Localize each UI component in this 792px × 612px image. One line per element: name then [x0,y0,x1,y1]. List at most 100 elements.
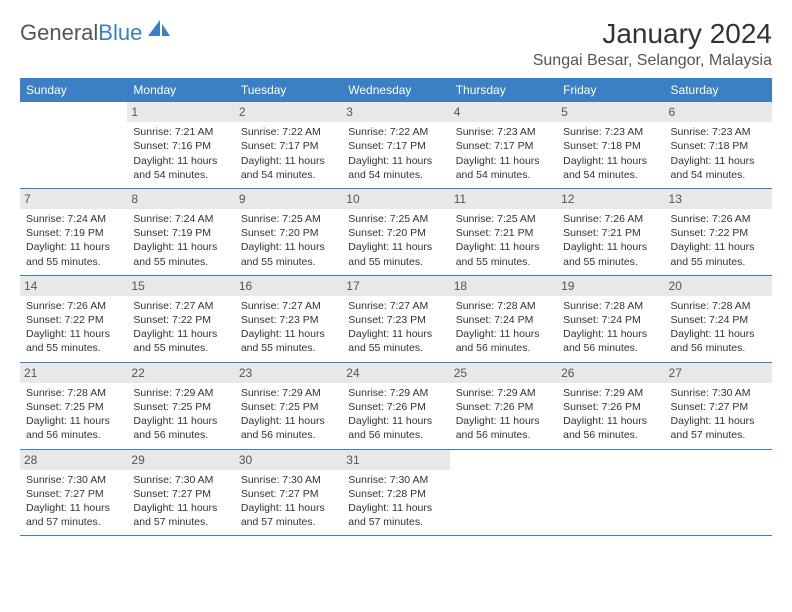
day-number: 26 [557,363,664,383]
sunrise-line: Sunrise: 7:30 AM [26,473,121,487]
calendar-row: 14Sunrise: 7:26 AMSunset: 7:22 PMDayligh… [20,275,772,362]
logo-text-blue: Blue [98,20,142,46]
sunset-line: Sunset: 7:17 PM [348,139,443,153]
day-cell: 7 Sunrise: 7:24 AMSunset: 7:19 PMDaylight… [20,188,127,275]
day-cell: 5Sunrise: 7:23 AMSunset: 7:18 PMDaylight… [557,102,664,188]
sunset-line: Sunset: 7:19 PM [133,226,228,240]
sunrise-line: Sunrise: 7:29 AM [241,386,336,400]
day-cell: 24Sunrise: 7:29 AMSunset: 7:26 PMDayligh… [342,362,449,449]
day-cell: 13Sunrise: 7:26 AMSunset: 7:22 PMDayligh… [665,188,772,275]
day-number: 19 [557,276,664,296]
sunset-line: Sunset: 7:22 PM [133,313,228,327]
daylight-line: Daylight: 11 hours and 56 minutes. [26,414,121,442]
empty-cell [665,449,772,536]
sunrise-line: Sunrise: 7:25 AM [456,212,551,226]
day-cell: 14Sunrise: 7:26 AMSunset: 7:22 PMDayligh… [20,275,127,362]
daylight-line: Daylight: 11 hours and 55 minutes. [348,327,443,355]
day-number: 20 [665,276,772,296]
daylight-line: Daylight: 11 hours and 55 minutes. [241,327,336,355]
sunrise-line: Sunrise: 7:30 AM [241,473,336,487]
day-number: 28 [20,450,127,470]
daylight-line: Daylight: 11 hours and 55 minutes. [133,327,228,355]
calendar-row: 28Sunrise: 7:30 AMSunset: 7:27 PMDayligh… [20,449,772,536]
location: Sungai Besar, Selangor, Malaysia [533,52,772,70]
sunset-line: Sunset: 7:19 PM [26,226,121,240]
daylight-line: Daylight: 11 hours and 55 minutes. [26,240,121,268]
day-number: 1 [127,102,234,122]
sunset-line: Sunset: 7:24 PM [563,313,658,327]
sunrise-line: Sunrise: 7:22 AM [348,125,443,139]
day-cell: 10Sunrise: 7:25 AMSunset: 7:20 PMDayligh… [342,188,449,275]
weekday-header: Friday [557,78,664,102]
day-cell: 11Sunrise: 7:25 AMSunset: 7:21 PMDayligh… [450,188,557,275]
daylight-line: Daylight: 11 hours and 55 minutes. [563,240,658,268]
day-number: 6 [665,102,772,122]
day-cell: 31Sunrise: 7:30 AMSunset: 7:28 PMDayligh… [342,449,449,536]
day-number: 30 [235,450,342,470]
sunset-line: Sunset: 7:25 PM [133,400,228,414]
sunrise-line: Sunrise: 7:28 AM [26,386,121,400]
day-cell: 1Sunrise: 7:21 AMSunset: 7:16 PMDaylight… [127,102,234,188]
weekday-header: Saturday [665,78,772,102]
day-cell: 2Sunrise: 7:22 AMSunset: 7:17 PMDaylight… [235,102,342,188]
daylight-line: Daylight: 11 hours and 54 minutes. [348,154,443,182]
day-number: 7 [20,189,127,209]
month-title: January 2024 [533,18,772,50]
sunset-line: Sunset: 7:21 PM [563,226,658,240]
daylight-line: Daylight: 11 hours and 54 minutes. [456,154,551,182]
sunrise-line: Sunrise: 7:29 AM [456,386,551,400]
day-cell: 22Sunrise: 7:29 AMSunset: 7:25 PMDayligh… [127,362,234,449]
sunset-line: Sunset: 7:27 PM [241,487,336,501]
daylight-line: Daylight: 11 hours and 56 minutes. [241,414,336,442]
logo: GeneralBlue [20,18,172,48]
calendar-row: 7Sunrise: 7:24 AMSunset: 7:19 PMDaylight… [20,188,772,275]
day-cell: 21Sunrise: 7:28 AMSunset: 7:25 PMDayligh… [20,362,127,449]
daylight-line: Daylight: 11 hours and 54 minutes. [133,154,228,182]
day-number: 4 [450,102,557,122]
daylight-line: Daylight: 11 hours and 57 minutes. [241,501,336,529]
sunset-line: Sunset: 7:20 PM [348,226,443,240]
daylight-line: Daylight: 11 hours and 56 minutes. [563,414,658,442]
daylight-line: Daylight: 11 hours and 56 minutes. [133,414,228,442]
day-number: 24 [342,363,449,383]
sunrise-line: Sunrise: 7:24 AM [26,212,121,226]
sunset-line: Sunset: 7:17 PM [241,139,336,153]
day-number: 15 [127,276,234,296]
day-cell: 18Sunrise: 7:28 AMSunset: 7:24 PMDayligh… [450,275,557,362]
day-cell: 30 Sunrise: 7:30 AMSunset: 7:27 PMDayligh… [235,449,342,536]
day-cell: 28Sunrise: 7:30 AMSunset: 7:27 PMDayligh… [20,449,127,536]
sunrise-line: Sunrise: 7:30 AM [133,473,228,487]
sunrise-line: Sunrise: 7:23 AM [563,125,658,139]
logo-text-general: General [20,20,98,46]
weekday-header: Tuesday [235,78,342,102]
sunrise-line: Sunrise: 7:23 AM [456,125,551,139]
sunset-line: Sunset: 7:18 PM [563,139,658,153]
calendar-body: 1Sunrise: 7:21 AMSunset: 7:16 PMDaylight… [20,102,772,536]
day-cell: 20Sunrise: 7:28 AMSunset: 7:24 PMDayligh… [665,275,772,362]
day-cell: 19Sunrise: 7:28 AMSunset: 7:24 PMDayligh… [557,275,664,362]
header: GeneralBlue January 2024 Sungai Besar, S… [20,18,772,70]
daylight-line: Daylight: 11 hours and 57 minutes. [133,501,228,529]
day-number: 22 [127,363,234,383]
day-cell: 23Sunrise: 7:29 AMSunset: 7:25 PMDayligh… [235,362,342,449]
sunrise-line: Sunrise: 7:26 AM [671,212,766,226]
day-number: 11 [450,189,557,209]
sunrise-line: Sunrise: 7:28 AM [563,299,658,313]
empty-cell [557,449,664,536]
sunset-line: Sunset: 7:16 PM [133,139,228,153]
title-block: January 2024 Sungai Besar, Selangor, Mal… [533,18,772,70]
weekday-header: Thursday [450,78,557,102]
sunrise-line: Sunrise: 7:28 AM [456,299,551,313]
sunset-line: Sunset: 7:27 PM [671,400,766,414]
daylight-line: Daylight: 11 hours and 57 minutes. [26,501,121,529]
sunrise-line: Sunrise: 7:27 AM [348,299,443,313]
day-cell: 16Sunrise: 7:27 AMSunset: 7:23 PMDayligh… [235,275,342,362]
sunset-line: Sunset: 7:25 PM [241,400,336,414]
sunset-line: Sunset: 7:21 PM [456,226,551,240]
day-cell: 3Sunrise: 7:22 AMSunset: 7:17 PMDaylight… [342,102,449,188]
sunrise-line: Sunrise: 7:23 AM [671,125,766,139]
day-number: 5 [557,102,664,122]
weekday-header: Sunday [20,78,127,102]
daylight-line: Daylight: 11 hours and 56 minutes. [348,414,443,442]
day-cell: 12Sunrise: 7:26 AMSunset: 7:21 PMDayligh… [557,188,664,275]
